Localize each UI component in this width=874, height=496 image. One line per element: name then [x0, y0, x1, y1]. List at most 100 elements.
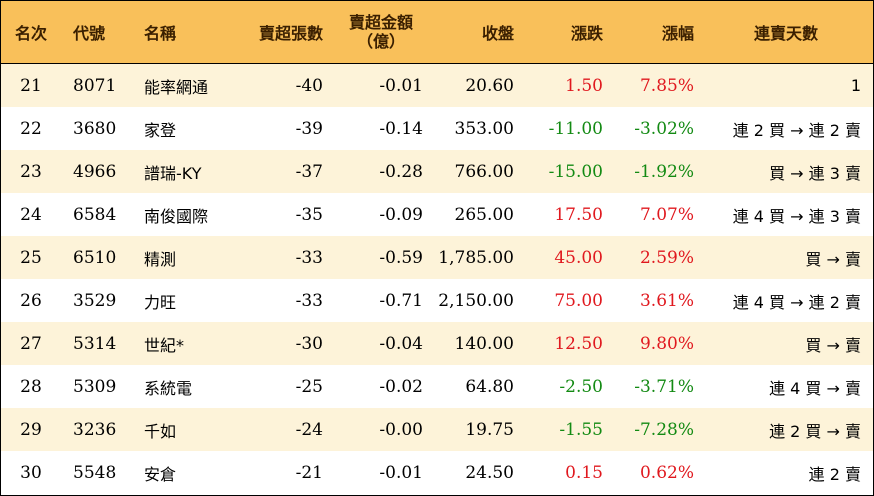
name-cell: 精測	[144, 249, 177, 269]
table-row: 26 3529 力旺 -33 -0.71 2,150.00 75.00 3.61% 連 4 買 …	[1, 279, 873, 322]
change-pct-cell: -7.28%	[634, 419, 694, 440]
amount-cell: -0.28	[379, 161, 423, 182]
change-pct-cell: -3.02%	[634, 118, 694, 139]
volume-cell: -25	[295, 376, 323, 397]
table-row: 23 4966 譜瑞-KY -37 -0.28 766.00 -15.00 -1.92% 買 →…	[1, 150, 873, 193]
change-pct-cell: -1.92%	[634, 161, 694, 182]
streak-cell: 連 4 買 → 連 2 賣	[732, 292, 861, 312]
close-cell: 1,785.00	[438, 247, 514, 268]
change-cell: 75.00	[554, 290, 603, 311]
header-streak: 連賣天數	[753, 24, 818, 43]
code-cell: 3236	[73, 419, 117, 440]
change-pct-cell: 7.07%	[639, 204, 694, 225]
close-cell: 140.00	[454, 333, 514, 354]
amount-cell: -0.14	[379, 118, 423, 139]
amount-cell: -0.02	[379, 376, 423, 397]
amount-cell: -0.01	[379, 75, 423, 96]
rank-cell: 30	[20, 462, 42, 483]
rank-cell: 24	[20, 204, 42, 225]
code-cell: 3680	[73, 118, 117, 139]
amount-cell: -0.04	[379, 333, 423, 354]
rank-cell: 27	[20, 333, 42, 354]
rank-cell: 26	[20, 290, 42, 311]
change-cell: 12.50	[554, 333, 603, 354]
change-pct-cell: -3.71%	[634, 376, 694, 397]
close-cell: 766.00	[454, 161, 514, 182]
volume-cell: -40	[295, 75, 323, 96]
volume-cell: -39	[295, 118, 323, 139]
header-code: 代號	[73, 24, 106, 43]
change-cell: 17.50	[554, 204, 603, 225]
change-cell: -1.55	[559, 419, 603, 440]
streak-cell: 連 4 買 → 連 3 賣	[732, 206, 861, 226]
volume-cell: -37	[295, 161, 323, 182]
table-row: 27 5314 世紀* -30 -0.04 140.00 12.50 9.80% 買 → 賣	[1, 322, 873, 365]
volume-cell: -35	[295, 204, 323, 225]
change-pct-cell: 2.59%	[639, 247, 694, 268]
close-cell: 20.60	[465, 75, 514, 96]
streak-cell: 連 2 買 → 賣	[769, 421, 861, 441]
header-change: 漲跌	[570, 24, 603, 43]
change-cell: 1.50	[565, 75, 603, 96]
name-cell: 力旺	[144, 292, 177, 312]
change-cell: 45.00	[554, 247, 603, 268]
name-cell: 家登	[144, 120, 177, 140]
close-cell: 64.80	[465, 376, 514, 397]
table-row: 29 3236 千如 -24 -0.00 19.75 -1.55 -7.28% 連 2 買 → …	[1, 408, 873, 451]
name-cell: 安倉	[144, 464, 177, 484]
amount-cell: -0.71	[379, 290, 423, 311]
change-pct-cell: 0.62%	[639, 462, 694, 483]
amount-cell: -0.59	[379, 247, 423, 268]
change-pct-cell: 9.80%	[639, 333, 694, 354]
header-volume: 賣超張數	[258, 24, 323, 43]
rank-cell: 28	[20, 376, 42, 397]
table-row: 25 6510 精測 -33 -0.59 1,785.00 45.00 2.59% 買 → 賣	[1, 236, 873, 279]
header-amount: 賣超金額 （億）	[336, 1, 426, 63]
code-cell: 5309	[73, 376, 117, 397]
streak-cell: 買 → 連 3 賣	[769, 163, 861, 183]
header-amount-line2: （億）	[356, 32, 405, 51]
header-amount-line1: 賣超金額	[348, 13, 413, 32]
streak-cell: 連 4 買 → 賣	[769, 378, 861, 398]
table-row: 28 5309 系統電 -25 -0.02 64.80 -2.50 -3.71% 連 4 買 →…	[1, 365, 873, 408]
change-pct-cell: 7.85%	[639, 75, 694, 96]
change-cell: -2.50	[559, 376, 603, 397]
name-cell: 能率網通	[144, 77, 209, 97]
code-cell: 6584	[73, 204, 117, 225]
streak-cell: 連 2 買 → 連 2 賣	[732, 120, 861, 140]
header-name: 名稱	[144, 24, 177, 43]
table-header: 名次 代號 名稱 賣超張數 賣超金額 （億） 收盤 漲跌 漲幅 連賣天數	[1, 1, 873, 64]
volume-cell: -30	[295, 333, 323, 354]
header-rank: 名次	[14, 24, 47, 43]
name-cell: 世紀*	[144, 335, 185, 355]
rank-cell: 22	[20, 118, 42, 139]
name-cell: 南俊國際	[144, 206, 209, 226]
code-cell: 4966	[73, 161, 117, 182]
streak-cell: 買 → 賣	[805, 335, 861, 355]
volume-cell: -24	[295, 419, 323, 440]
streak-cell: 買 → 賣	[805, 249, 861, 269]
table-row: 21 8071 能率網通 -40 -0.01 20.60 1.50 7.85% 1	[1, 64, 873, 107]
close-cell: 19.75	[465, 419, 514, 440]
table-row: 30 5548 安倉 -21 -0.01 24.50 0.15 0.62% 連 2 賣	[1, 451, 873, 494]
close-cell: 265.00	[454, 204, 514, 225]
change-cell: -11.00	[548, 118, 603, 139]
volume-cell: -21	[295, 462, 323, 483]
amount-cell: -0.01	[379, 462, 423, 483]
table-row: 22 3680 家登 -39 -0.14 353.00 -11.00 -3.02% 連 2 買 …	[1, 107, 873, 150]
header-change-pct: 漲幅	[661, 24, 694, 43]
close-cell: 24.50	[465, 462, 514, 483]
amount-cell: -0.00	[379, 419, 423, 440]
close-cell: 2,150.00	[438, 290, 514, 311]
code-cell: 5314	[73, 333, 117, 354]
code-cell: 3529	[73, 290, 117, 311]
rank-cell: 29	[20, 419, 42, 440]
table-row: 24 6584 南俊國際 -35 -0.09 265.00 17.50 7.07% 連 4 買 …	[1, 193, 873, 236]
rank-cell: 21	[20, 75, 42, 96]
name-cell: 系統電	[144, 378, 193, 398]
volume-cell: -33	[295, 247, 323, 268]
streak-cell: 1	[850, 76, 861, 95]
amount-cell: -0.09	[379, 204, 423, 225]
change-pct-cell: 3.61%	[639, 290, 694, 311]
code-cell: 5548	[73, 462, 117, 483]
